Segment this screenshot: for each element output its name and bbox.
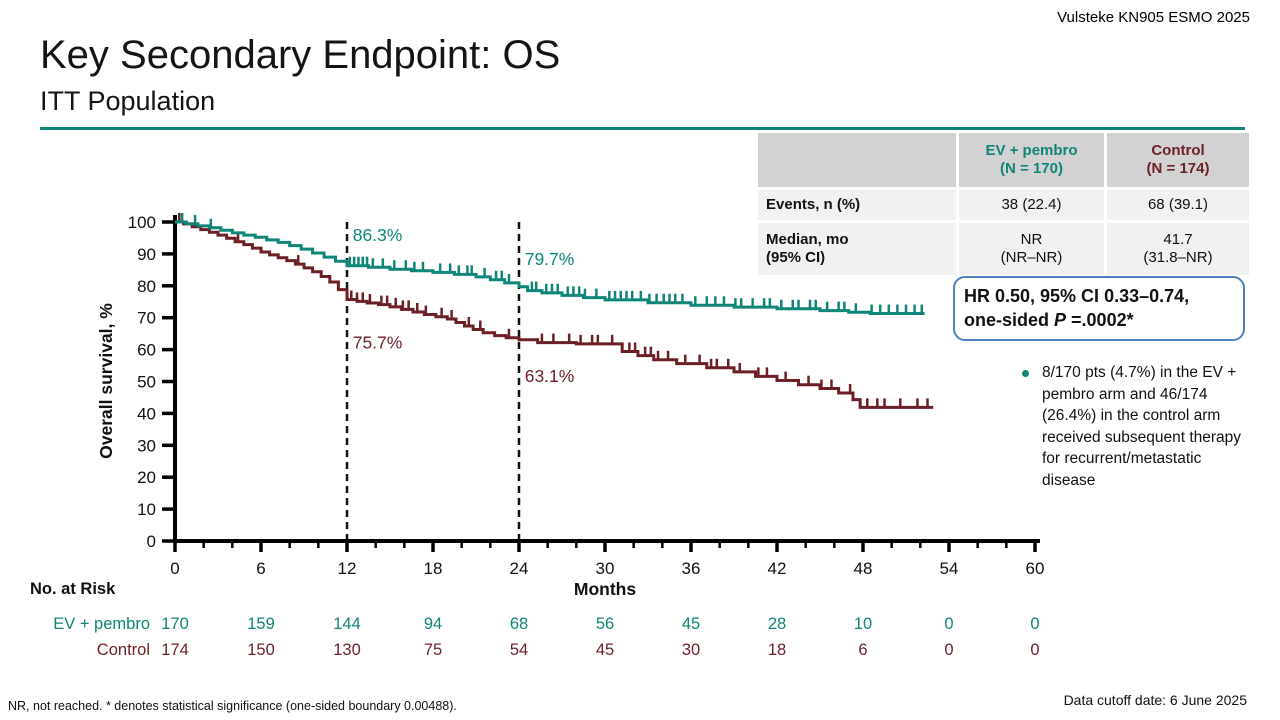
svg-text:170: 170 (161, 615, 189, 633)
svg-text:45: 45 (596, 641, 614, 659)
svg-text:No. at Risk: No. at Risk (30, 580, 116, 598)
svg-text:EV + pembro: EV + pembro (53, 615, 150, 633)
summary-table: EV + pembro (N = 170) Control (N = 174) … (758, 133, 1249, 275)
median-label-line2: (95% CI) (766, 249, 826, 266)
svg-text:45: 45 (682, 615, 700, 633)
control-header-line2: (N = 174) (1146, 160, 1210, 177)
milestone-annotations: 86.3% 79.7% 75.7% 63.1% (353, 225, 575, 386)
events-row-label: Events, n (%) (758, 190, 956, 220)
median-control-line2: (31.8–NR) (1143, 249, 1213, 266)
median-ev-line2: (NR–NR) (1000, 249, 1063, 266)
svg-text:40: 40 (137, 404, 156, 423)
svg-text:10: 10 (854, 615, 872, 633)
median-row-label: Median, mo (95% CI) (758, 223, 956, 275)
svg-text:144: 144 (333, 615, 361, 633)
svg-text:0: 0 (147, 532, 156, 551)
svg-text:150: 150 (247, 641, 275, 659)
svg-text:10: 10 (137, 500, 156, 519)
control-header-line1: Control (1151, 142, 1205, 159)
svg-text:Months: Months (574, 579, 636, 599)
hr-line1: HR 0.50, 95% CI 0.33–0.74, (964, 286, 1190, 306)
svg-text:54: 54 (510, 641, 528, 659)
svg-text:79.7%: 79.7% (525, 249, 575, 269)
svg-text:75: 75 (424, 641, 442, 659)
svg-text:30: 30 (137, 436, 156, 455)
svg-text:18: 18 (768, 641, 786, 659)
svg-text:6: 6 (256, 559, 265, 578)
svg-text:0: 0 (944, 641, 953, 659)
svg-text:24: 24 (510, 559, 529, 578)
no-at-risk-table: No. at Risk EV + pembro 170 159 144 94 68 56 45 2… (30, 580, 1040, 659)
subsequent-therapy-note: 8/170 pts (4.7%) in the EV + pembro arm … (1022, 362, 1258, 491)
svg-text:0: 0 (944, 615, 953, 633)
ev-header-line1: EV + pembro (985, 142, 1078, 159)
svg-text:63.1%: 63.1% (525, 366, 575, 386)
svg-text:68: 68 (510, 615, 528, 633)
bullet-text: 8/170 pts (4.7%) in the EV + pembro arm … (1042, 364, 1242, 489)
svg-text:130: 130 (333, 641, 361, 659)
median-ev-value: NR (NR–NR) (959, 223, 1104, 275)
attribution-text: Vulsteke KN905 ESMO 2025 (1057, 9, 1250, 26)
svg-text:12: 12 (338, 559, 357, 578)
svg-text:28: 28 (768, 615, 786, 633)
summary-header-ev-pembro: EV + pembro (N = 170) (959, 133, 1104, 187)
svg-text:30: 30 (596, 559, 615, 578)
svg-text:0: 0 (1030, 615, 1039, 633)
svg-text:6: 6 (858, 641, 867, 659)
page-title: Key Secondary Endpoint: OS (40, 33, 561, 77)
svg-text:75.7%: 75.7% (353, 333, 403, 353)
milestone-dashed-lines (345, 222, 521, 541)
hr-line2: one-sided P =.0002* (964, 308, 1237, 332)
hr-p-italic: P (1054, 310, 1067, 330)
page-subtitle: ITT Population (40, 86, 216, 116)
svg-text:60: 60 (137, 341, 156, 360)
svg-text:0: 0 (170, 559, 179, 578)
svg-text:86.3%: 86.3% (353, 225, 403, 245)
title-divider (40, 127, 1245, 130)
hr-result-box: HR 0.50, 95% CI 0.33–0.74, one-sided P =… (953, 276, 1245, 341)
median-label-line1: Median, mo (766, 231, 849, 248)
svg-text:174: 174 (161, 641, 189, 659)
svg-text:159: 159 (247, 615, 275, 633)
svg-text:60: 60 (1026, 559, 1045, 578)
median-control-line1: 41.7 (1163, 231, 1193, 248)
svg-text:94: 94 (424, 615, 442, 633)
hr-line2-post: =.0002* (1066, 310, 1134, 330)
svg-text:50: 50 (137, 373, 156, 392)
svg-text:18: 18 (424, 559, 443, 578)
svg-text:100: 100 (128, 213, 156, 232)
svg-text:Control: Control (97, 641, 150, 659)
svg-text:36: 36 (682, 559, 701, 578)
median-ev-line1: NR (1020, 231, 1043, 248)
events-ev-value: 38 (22.4) (959, 190, 1104, 220)
svg-text:80: 80 (137, 277, 156, 296)
events-control-value: 68 (39.1) (1107, 190, 1249, 220)
svg-text:90: 90 (137, 245, 156, 264)
ev-header-line2: (N = 170) (1000, 160, 1063, 177)
data-cutoff-text: Data cutoff date: 6 June 2025 (1063, 692, 1247, 708)
svg-text:70: 70 (137, 309, 156, 328)
svg-text:48: 48 (854, 559, 873, 578)
series-ev-pembro (175, 213, 925, 316)
svg-text:30: 30 (682, 641, 700, 659)
footnote-text: NR, not reached. * denotes statistical s… (8, 699, 457, 713)
hr-line2-pre: one-sided (964, 310, 1055, 330)
svg-text:Overall survival, %: Overall survival, % (96, 303, 116, 459)
axes: 0 10 20 30 40 50 60 70 80 90 100 0 6 12 18 24 30 36 42 48 54… (96, 213, 1044, 599)
bullet-icon (1022, 370, 1029, 377)
summary-corner-cell (758, 133, 956, 187)
svg-text:42: 42 (768, 559, 787, 578)
svg-text:54: 54 (940, 559, 959, 578)
svg-text:20: 20 (137, 468, 156, 487)
series-control (175, 213, 934, 409)
svg-text:56: 56 (596, 615, 614, 633)
summary-header-control: Control (N = 174) (1107, 133, 1249, 187)
svg-text:0: 0 (1030, 641, 1039, 659)
median-control-value: 41.7 (31.8–NR) (1107, 223, 1249, 275)
